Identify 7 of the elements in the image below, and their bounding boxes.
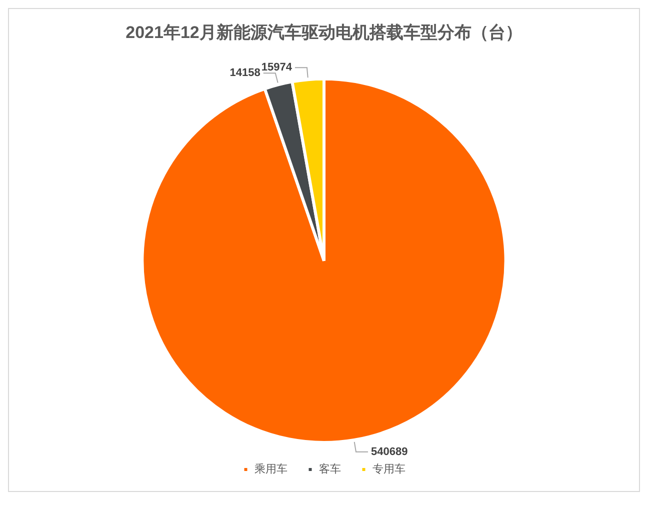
chart-title: 2021年12月新能源汽车驱动电机搭载车型分布（台）	[126, 22, 522, 42]
legend-label: 客车	[318, 462, 341, 476]
data-label: 15974	[261, 62, 293, 74]
data-label: 14158	[230, 67, 260, 80]
data-label: 540689	[370, 446, 408, 458]
legend-label: 专用车	[372, 462, 406, 476]
legend-label: 乘用车	[254, 462, 288, 476]
